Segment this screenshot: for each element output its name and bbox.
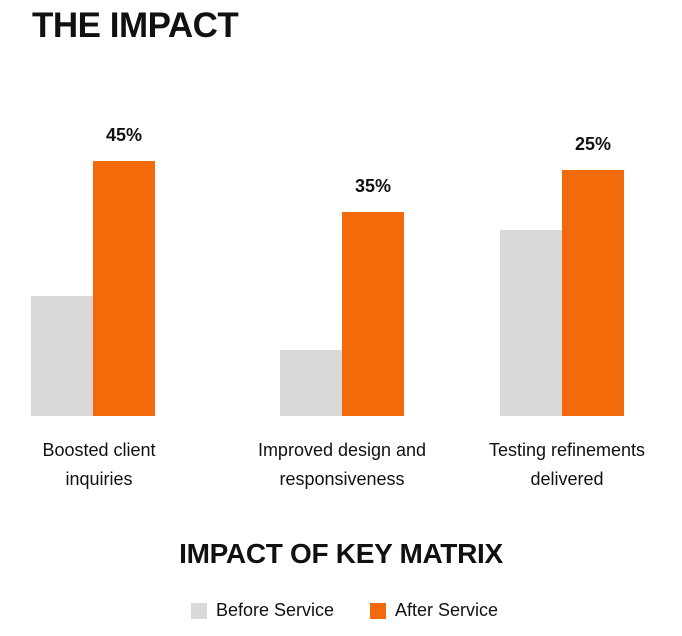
- category-label-line: Improved design and: [257, 440, 427, 460]
- chart-title: IMPACT OF KEY MATRIX: [179, 538, 503, 569]
- legend-item-after: After Service: [370, 600, 498, 621]
- legend-item-before: Before Service: [191, 600, 334, 621]
- bar-after: [342, 212, 404, 416]
- category-label: Improved design and responsiveness: [232, 436, 452, 494]
- bar-chart: 45% 35% 25%: [31, 125, 624, 416]
- data-label: 35%: [355, 176, 391, 196]
- bar-after: [562, 170, 624, 416]
- page-title: THE IMPACT: [32, 6, 239, 45]
- category-label: Boosted client inquiries: [0, 436, 209, 494]
- bar-before: [31, 296, 93, 416]
- legend-label: Before Service: [216, 600, 335, 620]
- legend-swatch-before: [191, 602, 207, 619]
- category-label-line: Testing refinements: [488, 440, 646, 460]
- legend-swatch-after: [370, 602, 386, 619]
- category-label-line: delivered: [530, 469, 604, 489]
- data-label: 25%: [575, 134, 611, 154]
- bar-before: [500, 230, 562, 416]
- category-label-line: responsiveness: [279, 469, 405, 489]
- legend-label: After Service: [395, 600, 499, 620]
- category-label-line: inquiries: [65, 469, 133, 489]
- data-label: 45%: [106, 125, 142, 145]
- bar-after: [93, 161, 155, 416]
- category-label-line: Boosted client: [42, 440, 156, 460]
- bar-before: [280, 350, 342, 416]
- category-label: Testing refinements delivered: [457, 436, 677, 494]
